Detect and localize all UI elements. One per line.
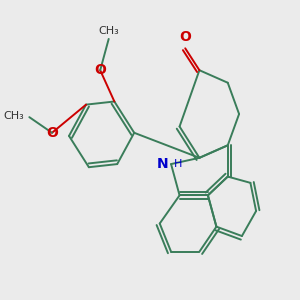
Text: N: N (157, 157, 168, 171)
Text: O: O (46, 126, 58, 140)
Text: O: O (94, 63, 106, 77)
Text: CH₃: CH₃ (98, 26, 119, 36)
Text: O: O (179, 30, 191, 44)
Text: H: H (174, 159, 182, 169)
Text: CH₃: CH₃ (3, 111, 24, 121)
